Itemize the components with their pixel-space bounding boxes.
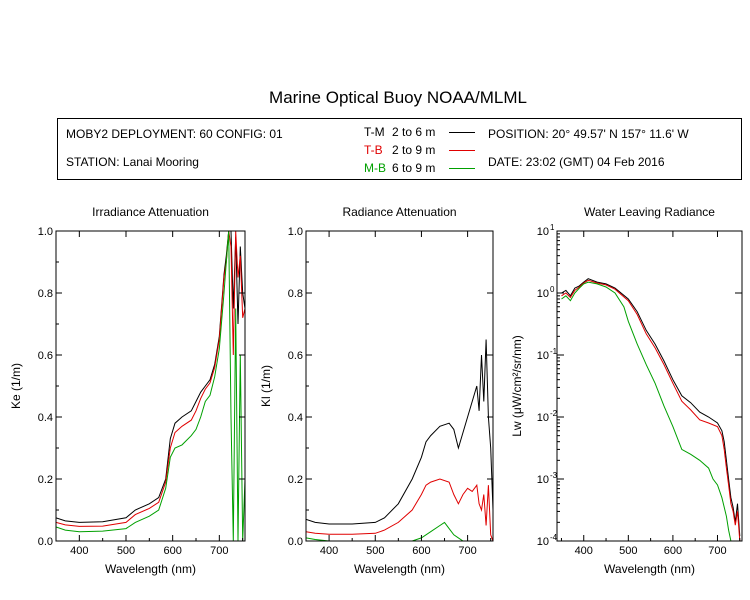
y-tick-label: 0.6 bbox=[288, 350, 303, 362]
y-tick-label: 10 bbox=[537, 474, 549, 486]
x-tick-label: 400 bbox=[575, 545, 593, 557]
y-tick-label: 0.8 bbox=[38, 288, 53, 300]
series-line-m-b bbox=[56, 231, 245, 541]
x-tick-label: 600 bbox=[664, 545, 682, 557]
legend-range-tm: 2 to 6 m bbox=[392, 125, 436, 139]
series-line-t-m bbox=[56, 231, 245, 523]
chart-irradiance-attenuation: Irradiance Attenuation 400 500 600 700 Wavele… bbox=[9, 205, 246, 576]
y-tick-exponent: 1 bbox=[550, 223, 555, 232]
plot-frame bbox=[55, 230, 246, 542]
series-group bbox=[56, 231, 245, 541]
series-line-t-b bbox=[306, 478, 493, 541]
y-axis-label: Lw (μW/cm²/sr/nm) bbox=[510, 335, 524, 437]
deployment-text: MOBY2 DEPLOYMENT: 60 CONFIG: 01 bbox=[66, 127, 283, 141]
x-tick-label: 500 bbox=[117, 545, 135, 557]
y-tick-label: 10 bbox=[537, 350, 549, 362]
y-tick-label: 0.4 bbox=[38, 412, 53, 424]
series-group bbox=[306, 339, 493, 541]
x-tick-label: 700 bbox=[210, 545, 228, 557]
legend-line-tm bbox=[449, 132, 475, 133]
x-axis-label: Wavelength (nm) bbox=[105, 562, 196, 576]
x-axis-label: Wavelength (nm) bbox=[354, 562, 445, 576]
y-tick-label: 0.2 bbox=[288, 474, 303, 486]
y-tick-label: 10 bbox=[537, 412, 549, 424]
y-tick-label: 10 bbox=[537, 288, 549, 300]
chart-water-leaving-radiance: Water Leaving Radiance 400 500 600 700 Wavele… bbox=[510, 205, 743, 576]
x-tick-label: 600 bbox=[163, 545, 181, 557]
station-text: STATION: Lanai Mooring bbox=[66, 155, 199, 169]
legend-line-mb bbox=[449, 168, 475, 169]
x-tick-label: 400 bbox=[70, 545, 88, 557]
y-tick-label: 0.4 bbox=[288, 412, 303, 424]
y-tick-label: 1.0 bbox=[288, 226, 303, 238]
y-tick-label: 1.0 bbox=[38, 226, 53, 238]
series-line-t-m bbox=[306, 339, 493, 525]
y-tick-label: 0.6 bbox=[38, 350, 53, 362]
series-line-m-b bbox=[561, 281, 732, 541]
y-tick-label: 0.0 bbox=[288, 536, 303, 548]
x-axis-label: Wavelength (nm) bbox=[604, 562, 695, 576]
y-axis-label: Kl (1/m) bbox=[259, 365, 273, 407]
y-tick-exponent: -1 bbox=[550, 347, 558, 356]
chart-title: Irradiance Attenuation bbox=[92, 205, 209, 219]
y-axis-label: Ke (1/m) bbox=[9, 363, 23, 409]
series-line-t-b bbox=[56, 231, 245, 527]
main-title: Marine Optical Buoy NOAA/MLML bbox=[269, 88, 527, 107]
legend-code-tb: T-B bbox=[364, 143, 383, 157]
y-tick-exponent: -2 bbox=[550, 409, 558, 418]
plot-frame bbox=[305, 230, 494, 542]
y-tick-label: 0.0 bbox=[38, 536, 53, 548]
legend-code-tm: T-M bbox=[364, 125, 385, 139]
y-tick-exponent: -3 bbox=[550, 471, 558, 480]
x-tick-label: 700 bbox=[458, 545, 476, 557]
date-text: DATE: 23:02 (GMT) 04 Feb 2016 bbox=[488, 155, 665, 169]
legend-line-tb bbox=[449, 150, 475, 151]
y-tick-label: 0.8 bbox=[288, 288, 303, 300]
chart-radiance-attenuation: Radiance Attenuation 400 500 600 700 Waveleng… bbox=[259, 205, 494, 576]
info-box: MOBY2 DEPLOYMENT: 60 CONFIG: 01 STATION:… bbox=[57, 118, 742, 180]
y-tick-label: 10 bbox=[537, 536, 549, 548]
series-line-t-m bbox=[561, 278, 741, 537]
y-tick-label: 10 bbox=[537, 226, 549, 238]
x-tick-label: 600 bbox=[412, 545, 430, 557]
series-group bbox=[561, 278, 741, 541]
x-tick-label: 400 bbox=[320, 545, 338, 557]
position-text: POSITION: 20° 49.57' N 157° 11.6' W bbox=[488, 127, 689, 141]
plot-frame bbox=[556, 230, 743, 542]
y-tick-label: 0.2 bbox=[38, 474, 53, 486]
x-tick-label: 500 bbox=[619, 545, 637, 557]
legend-range-mb: 6 to 9 m bbox=[392, 161, 436, 175]
chart-title: Radiance Attenuation bbox=[342, 205, 456, 219]
y-tick-exponent: -4 bbox=[550, 533, 558, 542]
chart-title: Water Leaving Radiance bbox=[584, 205, 715, 219]
legend-range-tb: 2 to 9 m bbox=[392, 143, 436, 157]
legend-code-mb: M-B bbox=[364, 161, 386, 175]
series-line-t-b bbox=[561, 279, 741, 541]
x-tick-label: 700 bbox=[708, 545, 726, 557]
series-line-m-b bbox=[306, 521, 493, 541]
y-tick-exponent: 0 bbox=[550, 285, 555, 294]
x-tick-label: 500 bbox=[366, 545, 384, 557]
